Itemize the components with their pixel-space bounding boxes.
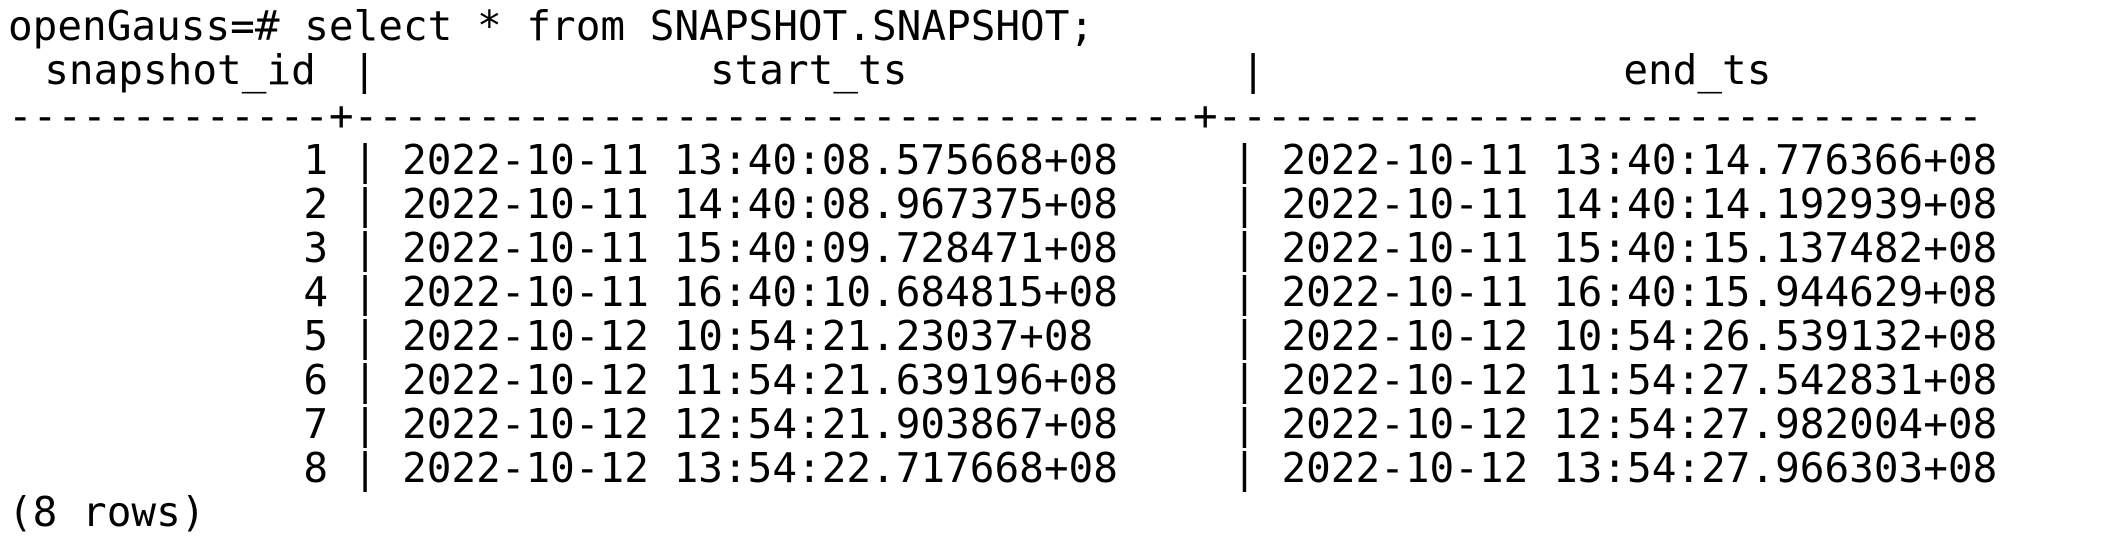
cell-end-ts: 2022-10-11 13:40:14.776366+08 (1281, 136, 1998, 184)
cell-end-ts: 2022-10-12 12:54:27.982004+08 (1281, 400, 1998, 448)
cell-end-ts: 2022-10-12 13:54:27.966303+08 (1281, 444, 1998, 492)
cell-start-ts: 2022-10-12 11:54:21.639196+08 (402, 356, 1118, 404)
table-row: 4 | 2022-10-11 16:40:10.684815+08 | 2022-… (8, 270, 1997, 314)
shell-prompt: openGauss=# (8, 2, 305, 50)
column-separator: | (352, 224, 378, 272)
column-separator: | (352, 180, 378, 228)
column-separator: | (1232, 312, 1257, 360)
cell-end-ts: 2022-10-12 11:54:27.542831+08 (1281, 356, 1998, 404)
column-separator: | (352, 400, 378, 448)
column-separator: | (1232, 268, 1257, 316)
cell-snapshot-id: 6 (303, 356, 328, 404)
cell-start-ts: 2022-10-12 10:54:21.23037+08 (402, 312, 1094, 360)
cell-start-ts: 2022-10-11 13:40:08.575668+08 (402, 136, 1118, 184)
sql-command: select * from SNAPSHOT.SNAPSHOT; (304, 2, 1095, 50)
column-separator: | (352, 46, 377, 94)
cell-snapshot-id: 5 (303, 312, 328, 360)
cell-start-ts: 2022-10-12 12:54:21.903867+08 (402, 400, 1118, 448)
cell-snapshot-id: 1 (303, 136, 328, 184)
column-separator: | (352, 268, 378, 316)
table-row: 7 | 2022-10-12 12:54:21.903867+08 | 2022-… (8, 402, 1997, 446)
column-separator: | (352, 356, 378, 404)
column-separator: | (1232, 224, 1257, 272)
row-count-footer: (8 rows) (8, 488, 206, 536)
cell-end-ts: 2022-10-12 10:54:26.539132+08 (1281, 312, 1998, 360)
column-header-snapshot-id: snapshot_id (44, 46, 316, 94)
cell-snapshot-id: 4 (303, 268, 328, 316)
column-header-start-ts: start_ts (709, 46, 908, 94)
header-divider: -------------+--------------------------… (8, 92, 1983, 140)
cell-snapshot-id: 2 (303, 180, 328, 228)
cell-start-ts: 2022-10-11 16:40:10.684815+08 (402, 268, 1118, 316)
table-row: 8 | 2022-10-12 13:54:22.717668+08 | 2022-… (8, 446, 1997, 490)
column-separator: | (1232, 136, 1257, 184)
column-separator: | (1232, 180, 1257, 228)
column-separator: | (1232, 356, 1257, 404)
column-separator: | (352, 136, 378, 184)
result-header-row: snapshot_id | start_ts | end_ts (8, 48, 2112, 92)
cell-snapshot-id: 3 (303, 224, 328, 272)
cell-end-ts: 2022-10-11 15:40:15.137482+08 (1281, 224, 1998, 272)
column-separator: | (1240, 46, 1266, 94)
column-separator: | (352, 444, 378, 492)
cell-end-ts: 2022-10-11 14:40:14.192939+08 (1281, 180, 1998, 228)
cell-start-ts: 2022-10-11 14:40:08.967375+08 (402, 180, 1118, 228)
column-separator: | (352, 312, 378, 360)
cell-start-ts: 2022-10-11 15:40:09.728471+08 (402, 224, 1118, 272)
column-separator: | (1232, 400, 1257, 448)
cell-snapshot-id: 7 (303, 400, 328, 448)
table-row: 6 | 2022-10-12 11:54:21.639196+08 | 2022-… (8, 358, 1997, 402)
command-line: openGauss=# select * from SNAPSHOT.SNAPS… (8, 4, 1094, 48)
table-row: 2 | 2022-10-11 14:40:08.967375+08 | 2022-… (8, 182, 1997, 226)
table-row: 3 | 2022-10-11 15:40:09.728471+08 | 2022-… (8, 226, 1997, 270)
cell-snapshot-id: 8 (303, 444, 328, 492)
table-row: 5 | 2022-10-12 10:54:21.23037+08 | 2022-1… (8, 314, 1997, 358)
table-row: 1 | 2022-10-11 13:40:08.575668+08 | 2022-… (8, 138, 1997, 182)
cell-start-ts: 2022-10-12 13:54:22.717668+08 (402, 444, 1118, 492)
cell-end-ts: 2022-10-11 16:40:15.944629+08 (1281, 268, 1998, 316)
column-header-end-ts: end_ts (1623, 46, 1772, 94)
column-separator: | (1232, 444, 1257, 492)
